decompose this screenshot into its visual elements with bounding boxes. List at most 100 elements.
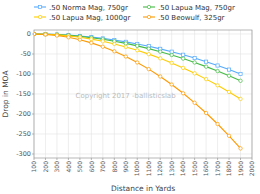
legend-marker (147, 15, 150, 18)
point (67, 36, 70, 39)
series-line (34, 34, 241, 148)
point (193, 61, 196, 64)
point (34, 32, 36, 35)
x-tick-label: 1600 (202, 161, 209, 176)
point (227, 68, 230, 71)
point (204, 77, 207, 80)
point (55, 34, 58, 37)
y-tick-label: -100 (16, 70, 31, 78)
x-tick-label: 700 (99, 161, 106, 173)
point (239, 147, 242, 150)
point (124, 42, 127, 45)
grid (34, 30, 252, 158)
legend-marker (147, 5, 150, 8)
point (44, 33, 47, 36)
data-area (34, 32, 242, 150)
point (170, 61, 173, 64)
point (181, 57, 184, 60)
point (170, 53, 173, 56)
x-tick-label: 600 (88, 161, 95, 173)
y-tick-label: 0 (27, 30, 31, 38)
x-tick-label: 1400 (179, 161, 186, 176)
point (170, 50, 173, 53)
y-grid-line (34, 114, 252, 115)
point (136, 44, 139, 47)
x-tick-label: 400 (65, 161, 72, 173)
y-grid-line (34, 134, 252, 135)
chart: 100 200 300 400 500 600 700 800 900 1000 1100 1200 1… (0, 0, 260, 194)
x-tick-label: 500 (76, 161, 83, 173)
legend-label: .50 Norma Mag, 750gr (49, 4, 128, 12)
point (101, 45, 104, 48)
legend: .50 Norma Mag, 750gr .50 Lapua Mag, 750gr… (34, 4, 235, 22)
point (113, 50, 116, 53)
point (193, 72, 196, 75)
x-tick-label: 100 (30, 161, 37, 173)
point (147, 47, 150, 50)
x-tick-label: 900 (122, 161, 129, 173)
point (170, 83, 173, 86)
y-tick-label: -200 (16, 110, 31, 118)
point (55, 33, 58, 36)
x-tick-label: 1700 (214, 161, 221, 176)
plot-frame (34, 30, 252, 158)
point (34, 32, 36, 35)
x-tick-label: 1900 (237, 161, 244, 176)
point (216, 84, 219, 87)
point (239, 79, 242, 82)
y-grid-line (34, 154, 252, 155)
point (227, 74, 230, 77)
point (44, 33, 47, 36)
legend-label: .50 Beowulf, 325gr (158, 14, 225, 22)
point (124, 45, 127, 48)
x-tick-label: 1300 (168, 161, 175, 176)
legend-label: .50 Lapua Mag, 1000gr (49, 14, 130, 22)
point (216, 64, 219, 67)
x-tick-label: 1000 (133, 161, 140, 176)
point (181, 92, 184, 95)
point (90, 37, 93, 40)
point (239, 97, 242, 100)
x-tick-label: 300 (53, 161, 60, 173)
y-tick-label: -50 (20, 50, 31, 58)
legend-marker (38, 15, 41, 18)
point (216, 69, 219, 72)
y-grid-line (34, 54, 252, 55)
point (204, 65, 207, 68)
annotation: Copyright 2017 -ballisticslab (76, 92, 177, 100)
point (136, 49, 139, 52)
x-tick-label: 1100 (145, 161, 152, 176)
point (216, 122, 219, 125)
point (90, 41, 93, 44)
x-tick-label: 1200 (156, 161, 163, 176)
point (124, 55, 127, 58)
y-tick-label: -150 (16, 90, 31, 98)
legend-marker (38, 5, 41, 8)
point (78, 38, 81, 41)
point (193, 56, 196, 59)
x-tick-label: 200 (42, 161, 49, 173)
point (34, 32, 36, 35)
point (101, 40, 104, 43)
x-tick-label: 800 (111, 161, 118, 173)
y-tick-label: -250 (16, 130, 31, 138)
point (239, 72, 242, 75)
point (147, 52, 150, 55)
point (159, 75, 162, 78)
point (182, 53, 185, 56)
legend-label: .50 Lapua Mag, 750gr (158, 4, 235, 12)
x-tick-label: 2000 (248, 161, 255, 176)
y-tick-label: -300 (16, 150, 31, 158)
series-line (34, 34, 241, 99)
point (44, 33, 47, 36)
x-axis-label: Distance in Yards (111, 184, 175, 193)
point (34, 32, 36, 35)
series-line (34, 34, 241, 81)
point (44, 33, 47, 36)
point (205, 60, 208, 63)
point (113, 42, 116, 45)
y-grid-line (34, 74, 252, 75)
point (193, 101, 196, 104)
point (147, 67, 150, 70)
x-tick-label: 1800 (225, 161, 232, 176)
